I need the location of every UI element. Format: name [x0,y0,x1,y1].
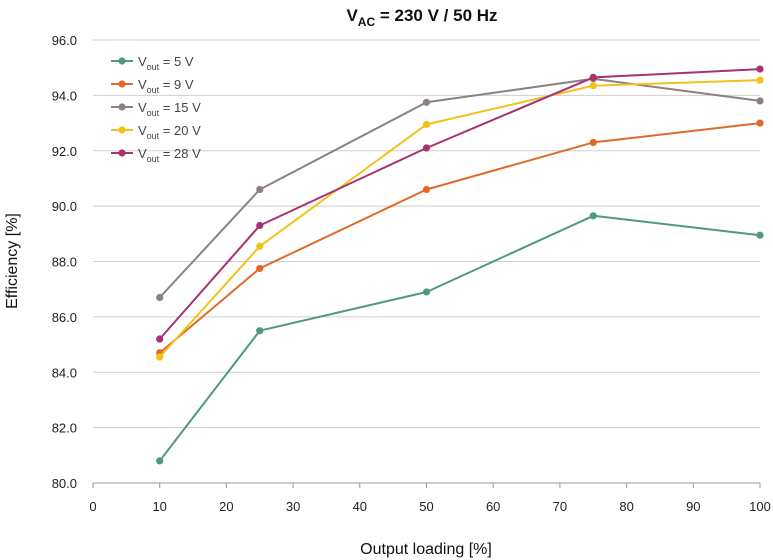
legend-swatch-marker [118,126,126,134]
legend: Vout = 5 V Vout = 9 V Vout = 15 V Vout = 20… [111,54,201,164]
series-4 [156,76,764,361]
x-tick-label: 30 [286,499,300,514]
legend-item: Vout = 20 V [111,123,201,141]
x-tick-label: 0 [89,499,96,514]
y-tick-label: 92.0 [52,144,77,159]
data-point [256,185,264,194]
data-point [422,98,431,106]
data-point [156,457,164,465]
x-tick-label: 10 [152,499,166,514]
data-point [756,65,764,73]
y-tick-label: 96.0 [52,33,77,48]
y-tick-label: 82.0 [52,421,77,436]
y-tick-label: 88.0 [52,255,77,270]
data-point [756,76,764,84]
data-point [422,120,431,129]
x-tick-label: 50 [419,499,433,514]
legend-swatch-marker [118,103,126,111]
data-point [589,73,597,81]
legend-label: Vout = 28 V [138,146,201,164]
series-2 [156,119,764,357]
y-tick-label: 94.0 [52,88,77,103]
data-point [589,82,597,90]
series-3 [156,75,764,302]
x-axis-title: Output loading [%] [360,541,492,558]
y-tick-label: 90.0 [52,199,77,214]
legend-label: Vout = 9 V [138,77,194,95]
legend-item: Vout = 15 V [111,100,201,118]
data-point [756,119,764,127]
x-tick-label: 60 [486,499,500,514]
chart-title: VAC = 230 V / 50 Hz [346,6,497,29]
data-point [156,335,164,343]
x-tick-label: 70 [553,499,567,514]
y-tick-label: 84.0 [52,365,77,380]
x-tick-label: 40 [353,499,367,514]
y-axis: 80.0 82.0 84.0 86.0 88.0 90.0 92.0 94.0 96.0 [52,33,77,491]
data-point [256,264,264,273]
data-point [422,144,431,152]
data-point [756,231,764,239]
legend-swatch-marker [118,80,126,88]
data-point [589,138,597,147]
gridlines [93,39,760,429]
series-5 [156,65,764,343]
data-point [156,353,164,361]
data-point [756,97,764,105]
data-point [156,293,164,302]
data-point [422,185,431,194]
series-1 [156,212,764,465]
data-point [422,288,431,296]
legend-swatch-marker [118,57,126,65]
data-point [256,327,264,335]
x-tick-label: 80 [619,499,633,514]
series-layer [156,65,764,465]
data-point [256,242,264,250]
legend-swatch-marker [118,149,126,157]
x-tick-label: 20 [219,499,233,514]
legend-label: Vout = 20 V [138,123,201,141]
y-axis-title: Efficiency [%] [4,213,21,309]
legend-label: Vout = 15 V [138,100,201,118]
series-line [158,77,761,299]
y-tick-label: 80.0 [52,476,77,491]
y-tick-label: 86.0 [52,310,77,325]
legend-item: Vout = 9 V [111,77,194,95]
x-tick-label: 90 [686,499,700,514]
legend-label: Vout = 5 V [138,54,194,72]
series-line [158,214,761,462]
series-line [158,79,761,358]
x-tick-label: 100 [749,499,771,514]
legend-item: Vout = 5 V [111,54,194,72]
data-point [256,221,264,230]
data-point [589,212,597,220]
legend-item: Vout = 28 V [111,146,201,164]
series-line [158,68,761,340]
x-axis: 0 10 20 30 40 50 60 70 80 90 100 [89,482,771,514]
